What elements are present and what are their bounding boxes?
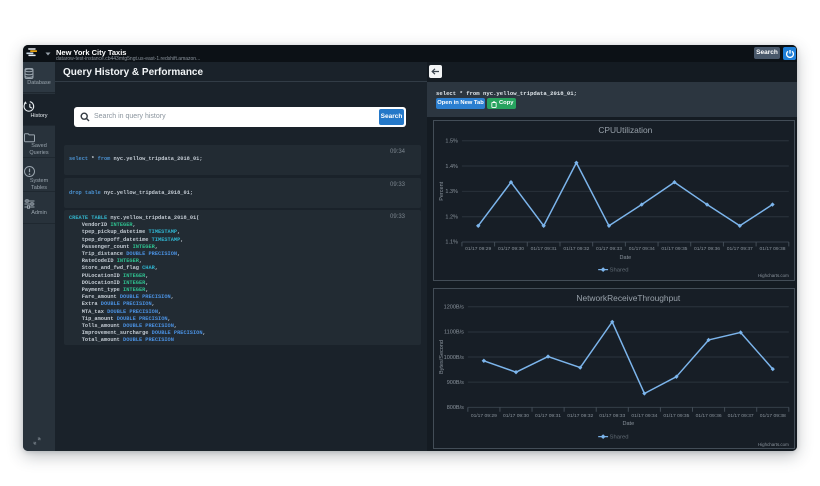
svg-text:01/17 09:31: 01/17 09:31	[535, 413, 561, 419]
svg-text:01/17 09:38: 01/17 09:38	[760, 413, 786, 419]
svg-text:CPUUtilization: CPUUtilization	[598, 125, 652, 135]
svg-text:01/17 09:32: 01/17 09:32	[563, 246, 589, 252]
svg-text:1.4%: 1.4%	[445, 164, 458, 170]
svg-text:01/17 09:35: 01/17 09:35	[661, 246, 687, 252]
svg-text:Date: Date	[620, 255, 632, 261]
svg-text:Highcharts.com: Highcharts.com	[758, 273, 789, 278]
svg-text:01/17 09:35: 01/17 09:35	[663, 413, 689, 419]
svg-text:1100B/s: 1100B/s	[444, 330, 464, 336]
svg-text:01/17 09:36: 01/17 09:36	[696, 413, 722, 419]
svg-text:Bytes/Second: Bytes/Second	[439, 340, 445, 374]
svg-text:1.1%: 1.1%	[445, 240, 458, 246]
svg-text:Date: Date	[622, 421, 634, 427]
svg-text:01/17 09:33: 01/17 09:33	[596, 246, 622, 252]
svg-text:900B/s: 900B/s	[447, 380, 464, 386]
svg-text:01/17 09:37: 01/17 09:37	[727, 246, 753, 252]
svg-text:01/17 09:32: 01/17 09:32	[567, 413, 593, 419]
svg-text:NetworkReceiveThroughput: NetworkReceiveThroughput	[576, 293, 680, 303]
svg-text:800B/s: 800B/s	[447, 405, 464, 411]
svg-text:01/17 09:30: 01/17 09:30	[498, 246, 524, 252]
svg-text:1000B/s: 1000B/s	[444, 355, 464, 361]
svg-text:01/17 09:36: 01/17 09:36	[694, 246, 720, 252]
svg-text:1.2%: 1.2%	[445, 214, 458, 220]
svg-text:01/17 09:37: 01/17 09:37	[728, 413, 754, 419]
svg-text:1200B/s: 1200B/s	[444, 305, 464, 311]
svg-text:Shared: Shared	[610, 268, 629, 274]
svg-text:01/17 09:31: 01/17 09:31	[531, 246, 557, 252]
svg-text:01/17 09:34: 01/17 09:34	[629, 246, 655, 252]
svg-text:1.3%: 1.3%	[445, 189, 458, 195]
svg-text:01/17 09:30: 01/17 09:30	[503, 413, 529, 419]
svg-text:01/17 09:34: 01/17 09:34	[631, 413, 657, 419]
svg-text:Percent: Percent	[439, 181, 445, 200]
svg-text:01/17 09:33: 01/17 09:33	[599, 413, 625, 419]
svg-text:Shared: Shared	[610, 435, 629, 441]
svg-text:01/17 09:38: 01/17 09:38	[759, 246, 785, 252]
svg-text:Highcharts.com: Highcharts.com	[758, 442, 789, 447]
svg-text:01/17 09:29: 01/17 09:29	[471, 413, 497, 419]
svg-text:1.5%: 1.5%	[445, 139, 458, 145]
svg-text:01/17 09:29: 01/17 09:29	[465, 246, 491, 252]
